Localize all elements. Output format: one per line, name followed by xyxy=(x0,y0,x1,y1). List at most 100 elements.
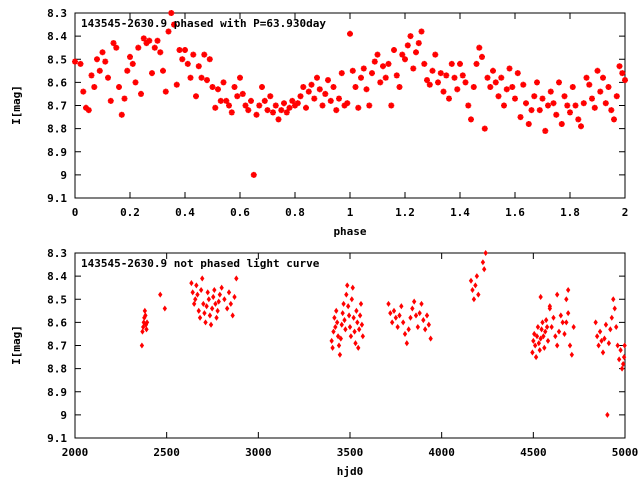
data-point xyxy=(550,100,557,107)
x-tick-label: 1.4 xyxy=(450,206,470,219)
data-point xyxy=(201,51,208,58)
data-point xyxy=(611,296,616,303)
data-point xyxy=(565,286,571,294)
data-point xyxy=(577,123,585,130)
data-point xyxy=(465,102,472,109)
data-point xyxy=(332,314,337,321)
data-point xyxy=(525,120,532,128)
data-point xyxy=(211,293,216,300)
y-tick-label: 8.8 xyxy=(47,123,67,136)
x-tick-label: 5000 xyxy=(612,446,639,459)
y-tick-label: 8.5 xyxy=(47,53,67,66)
data-points xyxy=(71,9,629,178)
data-point xyxy=(395,323,400,331)
data-point xyxy=(514,70,521,77)
data-point xyxy=(104,74,112,81)
data-point xyxy=(619,70,626,77)
data-point xyxy=(162,305,168,312)
data-point xyxy=(476,44,483,51)
data-point xyxy=(124,67,131,74)
data-point xyxy=(216,298,221,305)
data-point xyxy=(536,340,542,347)
data-point xyxy=(602,335,607,342)
data-point xyxy=(569,83,576,91)
x-tick-label: 4000 xyxy=(428,446,455,459)
data-point xyxy=(234,93,241,100)
data-point xyxy=(294,100,301,107)
y-axis-label: I[mag] xyxy=(10,325,23,365)
data-point xyxy=(597,328,603,335)
data-point xyxy=(135,44,142,51)
data-point xyxy=(176,47,183,53)
data-point xyxy=(382,74,389,81)
data-point xyxy=(219,284,224,291)
x-tick-label: 2000 xyxy=(62,446,89,459)
data-point xyxy=(511,95,519,102)
data-point xyxy=(93,56,101,63)
data-point xyxy=(269,109,277,116)
data-point xyxy=(335,95,343,102)
data-point xyxy=(206,296,212,303)
y-tick-label: 8.3 xyxy=(47,247,67,260)
data-point xyxy=(407,33,414,40)
data-point xyxy=(179,56,186,63)
data-point xyxy=(198,286,204,294)
y-tick-label: 8.4 xyxy=(47,30,67,43)
data-point xyxy=(533,79,541,86)
y-tick-label: 9 xyxy=(60,409,67,422)
data-point xyxy=(121,95,128,102)
data-point xyxy=(217,97,224,104)
data-point xyxy=(200,275,205,282)
data-point xyxy=(609,314,614,321)
data-point xyxy=(470,286,475,294)
data-point xyxy=(140,35,147,42)
data-point xyxy=(621,354,627,361)
data-point xyxy=(346,30,354,37)
data-point xyxy=(337,351,343,358)
unphased-light-curve-panel: 2000 2500 3000 3500 4000 4500 5000 8.3 8.4 8.5 8.6… xyxy=(10,247,638,478)
data-point xyxy=(197,314,203,321)
y-tick-label: 8.9 xyxy=(47,146,67,159)
data-point xyxy=(545,102,551,109)
data-point xyxy=(583,74,590,81)
data-point xyxy=(543,328,548,335)
data-point xyxy=(129,60,136,67)
data-point xyxy=(622,342,627,349)
data-point xyxy=(352,84,359,90)
data-point xyxy=(538,293,543,300)
data-point xyxy=(205,289,210,296)
y-tick-label: 8.8 xyxy=(47,363,67,376)
data-point xyxy=(348,333,354,340)
data-point xyxy=(338,70,345,77)
data-point xyxy=(267,93,274,100)
data-point xyxy=(345,282,350,289)
y-tick-label: 8.7 xyxy=(47,100,67,113)
data-point xyxy=(353,340,358,347)
data-point xyxy=(144,319,150,326)
x-tick-label: 1.6 xyxy=(505,206,525,219)
data-point xyxy=(228,300,234,307)
data-point xyxy=(341,300,346,307)
data-point xyxy=(484,74,491,81)
data-point xyxy=(480,259,486,266)
data-point xyxy=(96,67,103,74)
data-point xyxy=(538,335,543,342)
data-point xyxy=(541,333,546,340)
data-point xyxy=(406,326,411,333)
data-point xyxy=(182,47,188,53)
data-point xyxy=(338,335,344,342)
data-point xyxy=(335,333,341,340)
data-point xyxy=(509,83,516,91)
data-point xyxy=(566,109,574,116)
data-point xyxy=(91,83,98,91)
data-point xyxy=(572,102,579,109)
y-tick-label: 9.1 xyxy=(47,432,67,445)
x-tick-label: 4500 xyxy=(520,446,547,459)
y-tick-label: 9 xyxy=(60,169,67,182)
data-point xyxy=(343,326,348,333)
data-point xyxy=(432,51,439,58)
data-point xyxy=(421,317,426,324)
data-point xyxy=(506,65,513,72)
data-point xyxy=(437,70,444,77)
data-point xyxy=(415,40,422,47)
